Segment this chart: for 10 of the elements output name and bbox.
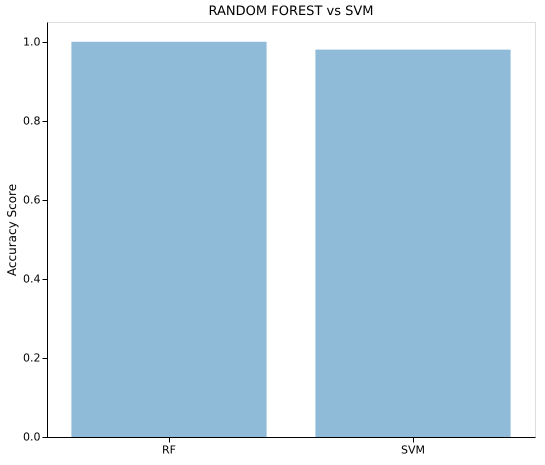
y-tick-label: 0.2 <box>23 351 40 364</box>
y-tick-label: 1.0 <box>23 35 40 48</box>
x-tick-label: SVM <box>401 444 425 456</box>
y-tick-label: 0.8 <box>23 114 40 128</box>
y-tick-label: 0.0 <box>23 430 40 444</box>
y-tick-label: 0.6 <box>23 193 40 206</box>
x-tick-label: RF <box>162 444 176 456</box>
y-tick-label: 0.4 <box>23 272 40 286</box>
y-axis-title: Accuracy Score <box>5 184 20 276</box>
chart-title: RANDOM FOREST vs SVM <box>208 4 374 19</box>
